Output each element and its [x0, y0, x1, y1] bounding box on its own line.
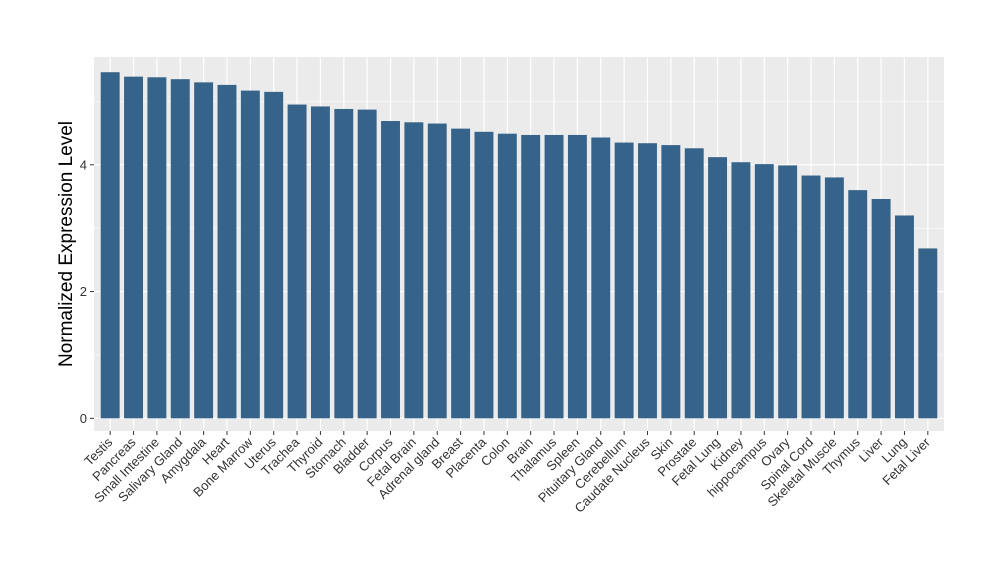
bar: [357, 109, 377, 419]
bars: [100, 72, 938, 419]
bar: [801, 175, 821, 419]
bar: [100, 72, 120, 419]
bar: [567, 134, 587, 419]
bar: [661, 145, 681, 419]
bar: [170, 79, 190, 419]
bar: [124, 76, 144, 419]
x-tick-label: Liver: [856, 434, 887, 465]
y-axis: 0 2 4: [80, 157, 94, 426]
bar: [684, 148, 704, 419]
bar: [194, 82, 214, 419]
bar: [217, 84, 237, 419]
y-tick-label: 0: [80, 411, 87, 426]
bar: [778, 165, 798, 419]
bar: [264, 91, 284, 419]
bar: [310, 106, 330, 419]
bar: [334, 108, 354, 419]
bar: [894, 215, 914, 419]
bar: [614, 142, 634, 419]
bar: [544, 134, 564, 419]
bar: [240, 90, 260, 419]
bar: [708, 157, 728, 419]
bar: [871, 198, 891, 419]
bar: [404, 122, 424, 419]
bar: [381, 121, 400, 419]
bar: [848, 190, 868, 419]
bar: [147, 77, 167, 419]
bar: [474, 131, 494, 419]
bar: [521, 134, 541, 419]
y-axis-title: Normalized Expression Level: [56, 121, 77, 367]
bar: [451, 128, 471, 419]
y-tick-label: 2: [80, 284, 87, 299]
bar: [824, 177, 844, 419]
bar: [591, 137, 611, 419]
bar: [287, 104, 307, 419]
bar: [918, 248, 938, 419]
bar: [497, 133, 517, 419]
bar: [754, 164, 774, 419]
bar: [427, 123, 447, 419]
bar: [731, 162, 751, 419]
bar: [638, 143, 657, 419]
y-tick-label: 4: [80, 157, 87, 172]
